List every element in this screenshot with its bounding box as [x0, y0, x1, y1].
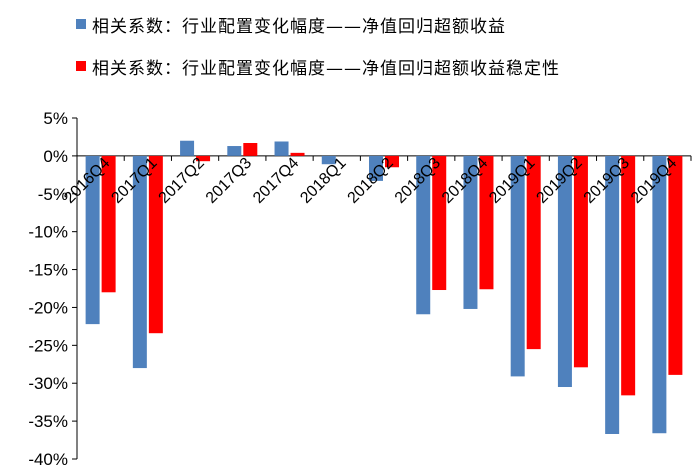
bar-series-1: [510, 155, 525, 377]
y-tick-label: -15%: [28, 261, 68, 280]
bar-series-1: [605, 155, 620, 434]
bar-series-2: [668, 155, 683, 375]
y-tick-label: -30%: [28, 374, 68, 393]
bar-series-2: [573, 155, 588, 368]
bar-series-1: [416, 155, 431, 315]
bar-series-1: [274, 141, 289, 156]
bar-series-1: [321, 155, 336, 165]
bar-series-1: [652, 155, 667, 434]
legend-swatch-red: [76, 61, 86, 71]
x-category-label: 2017Q3: [203, 155, 255, 207]
y-tick-label: -5%: [38, 185, 68, 204]
bar-series-1: [227, 146, 242, 156]
legend-label-series-2: 相关系数：行业配置变化幅度——净值回归超额收益稳定性: [92, 58, 560, 79]
bar-series-2: [526, 155, 541, 350]
bar-series-2: [621, 155, 636, 396]
legend-label-series-1: 相关系数：行业配置变化幅度——净值回归超额收益: [92, 16, 506, 37]
bar-series-1: [463, 155, 478, 309]
bar-series-2: [290, 152, 305, 156]
bar-series-2: [101, 155, 116, 293]
y-tick-label: -40%: [28, 450, 68, 469]
bars-layer: [85, 140, 683, 434]
legend: 相关系数：行业配置变化幅度——净值回归超额收益 相关系数：行业配置变化幅度——净…: [76, 10, 560, 94]
bar-series-2: [479, 155, 494, 290]
y-tick-label: -20%: [28, 298, 68, 317]
bar-series-1: [180, 140, 195, 156]
bar-series-1: [369, 155, 383, 181]
bar-series-2: [148, 155, 163, 334]
y-tick-label: 0%: [43, 147, 68, 166]
bar-series-2: [196, 155, 211, 162]
bar-series-2: [432, 155, 447, 291]
axis-layer: 5% 0% -5% -10% -15% -20% -25% -30% -35% -40%: [28, 109, 692, 469]
y-tick-label: -35%: [28, 412, 68, 431]
legend-item-series-1: 相关系数：行业配置变化幅度——净值回归超额收益: [76, 10, 560, 38]
bar-series-1: [85, 155, 100, 325]
legend-item-series-2: 相关系数：行业配置变化幅度——净值回归超额收益稳定性: [76, 52, 560, 80]
bar-series-1: [132, 155, 147, 369]
x-category-label: 2017Q2: [156, 155, 208, 207]
legend-swatch-blue: [76, 19, 86, 29]
bar-series-2: [243, 143, 258, 156]
x-category-label: 2017Q4: [250, 155, 302, 207]
bar-series-1: [557, 155, 572, 388]
y-tick-label: -10%: [28, 223, 68, 242]
y-tick-label: 5%: [43, 109, 68, 128]
bar-series-2: [385, 155, 399, 168]
y-tick-label: -25%: [28, 336, 68, 355]
